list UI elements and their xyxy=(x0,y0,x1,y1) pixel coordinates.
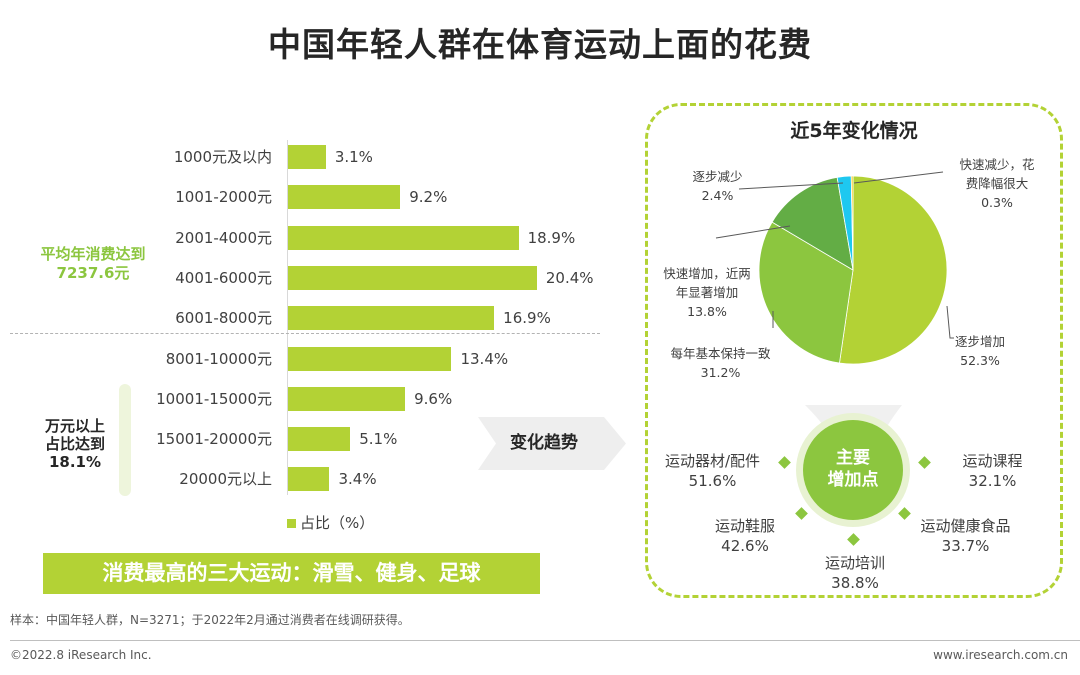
label-name-2: 费降幅很大 xyxy=(965,176,1029,191)
leader-line-decrease xyxy=(738,182,844,190)
label-value: 0.3% xyxy=(981,195,1013,210)
bar-category-label: 4001-6000元 xyxy=(175,268,272,287)
over-note-line3: 18.1% xyxy=(48,453,102,471)
trend-label: 变化趋势 xyxy=(510,433,578,453)
label-name: 快速增加，近两 xyxy=(663,266,751,281)
point-value: 32.1% xyxy=(968,472,1017,490)
increase-point-training: 运动培训 38.8% xyxy=(810,553,900,593)
bar-axis xyxy=(287,140,288,495)
trend-arrow: 变化趋势 xyxy=(478,417,626,470)
bar-category-label: 20000元以上 xyxy=(179,470,272,489)
over-note: 万元以上 占比达到 18.1% xyxy=(30,417,120,471)
bar-value-label: 9.2% xyxy=(409,188,448,207)
hub-line1: 主要 xyxy=(836,448,870,468)
bar-value-label: 5.1% xyxy=(359,430,398,449)
point-value: 38.8% xyxy=(831,574,879,592)
arrow-shape xyxy=(478,417,626,470)
pie-slice xyxy=(771,176,854,271)
legend-swatch xyxy=(287,519,296,528)
pie-slice xyxy=(758,221,854,364)
footer-divider xyxy=(10,640,1080,641)
pie-slice xyxy=(839,175,948,365)
point-value: 42.6% xyxy=(721,537,769,555)
avg-note-line1: 平均年消费达到 xyxy=(40,245,146,263)
increase-point-equipment: 运动器材/配件 51.6% xyxy=(650,451,775,491)
label-name: 逐步减少 xyxy=(692,169,743,184)
legend-label: 占比（%） xyxy=(300,514,375,532)
bar-category-label: 15001-20000元 xyxy=(156,430,272,449)
bar-category-label: 6001-8000元 xyxy=(175,309,272,328)
label-name: 快速减少，花 xyxy=(959,157,1035,172)
label-value: 2.4% xyxy=(701,188,734,203)
bar-value-label: 3.4% xyxy=(338,470,377,489)
label-value: 31.2% xyxy=(700,365,741,380)
over-note-line1: 万元以上 xyxy=(44,417,105,435)
legend: 占比（%） xyxy=(287,512,374,533)
bar xyxy=(288,225,519,250)
bar xyxy=(288,145,326,169)
bar-category-label: 1000元及以内 xyxy=(173,148,272,166)
point-name: 运动健康食品 xyxy=(920,517,1011,535)
leader-line-increase xyxy=(946,305,954,339)
bar-value-label: 13.4% xyxy=(460,349,509,368)
bar xyxy=(288,185,401,210)
point-name: 运动器材/配件 xyxy=(664,452,761,470)
pie-label-fast-decrease: 快速减少，花 费降幅很大 0.3% xyxy=(942,155,1052,212)
website: www.iresearch.com.cn xyxy=(933,648,1068,662)
copyright: ©2022.8 iResearch Inc. xyxy=(10,648,152,662)
bar xyxy=(288,265,537,290)
hub-line2: 增加点 xyxy=(827,470,879,490)
bar xyxy=(288,427,351,452)
pie-label-increase: 逐步增加 52.3% xyxy=(945,332,1015,370)
pie-slice xyxy=(850,175,854,271)
page-title: 中国年轻人群在体育运动上面的花费 xyxy=(268,25,812,64)
point-name: 运动鞋服 xyxy=(714,517,775,535)
pie-label-decrease: 逐步减少 2.4% xyxy=(680,167,755,205)
main-increase-hub: 主要 增加点 xyxy=(803,420,903,520)
footnote: 样本：中国年轻人群，N=3271；于2022年2月通过消费者在线调研获得。 xyxy=(10,613,410,627)
leader-line-fast-increase xyxy=(715,225,791,239)
bar-category-label: 8001-10000元 xyxy=(165,349,272,368)
bar-category-label: 1001-2000元 xyxy=(175,188,272,207)
bar-value-label: 20.4% xyxy=(545,268,594,287)
bar-category-label: 2001-4000元 xyxy=(175,228,272,247)
point-value: 33.7% xyxy=(941,537,990,555)
bracket-bar xyxy=(119,384,131,496)
increase-point-apparel: 运动鞋服 42.6% xyxy=(700,516,790,556)
increase-point-health-food: 运动健康食品 33.7% xyxy=(908,516,1023,556)
label-name: 每年基本保持一致 xyxy=(670,346,771,361)
avg-note: 平均年消费达到 7237.6元 xyxy=(18,245,168,283)
bar xyxy=(288,386,406,411)
bar-category-label: 10001-15000元 xyxy=(156,389,272,408)
avg-note-line2: 7237.6元 xyxy=(56,264,130,282)
bar xyxy=(288,346,452,371)
label-value: 13.8% xyxy=(687,304,727,319)
bar xyxy=(288,306,495,331)
banner: 消费最高的三大运动：滑雪、健身、足球 xyxy=(43,553,540,594)
bar-value-label: 16.9% xyxy=(503,309,551,328)
pie-label-same: 每年基本保持一致 31.2% xyxy=(658,344,783,382)
pie-label-fast-increase: 快速增加，近两 年显著增加 13.8% xyxy=(652,264,762,321)
point-name: 运动课程 xyxy=(962,452,1023,470)
increase-point-courses: 运动课程 32.1% xyxy=(945,451,1040,491)
label-name: 逐步增加 xyxy=(954,334,1005,349)
bar-value-label: 3.1% xyxy=(334,148,373,166)
point-name: 运动培训 xyxy=(824,554,885,572)
bar xyxy=(288,467,330,492)
bar-value-label: 18.9% xyxy=(527,228,576,247)
divider-dashed xyxy=(10,333,600,334)
label-name-2: 年显著增加 xyxy=(675,285,739,300)
pie-title: 近5年变化情况 xyxy=(790,120,918,142)
point-value: 51.6% xyxy=(688,472,737,490)
over-note-line2: 占比达到 xyxy=(44,435,105,453)
change-panel xyxy=(645,103,1063,598)
bar-value-label: 9.6% xyxy=(414,389,453,408)
label-value: 52.3% xyxy=(960,353,1000,368)
leader-line-fast-decrease xyxy=(853,171,944,184)
